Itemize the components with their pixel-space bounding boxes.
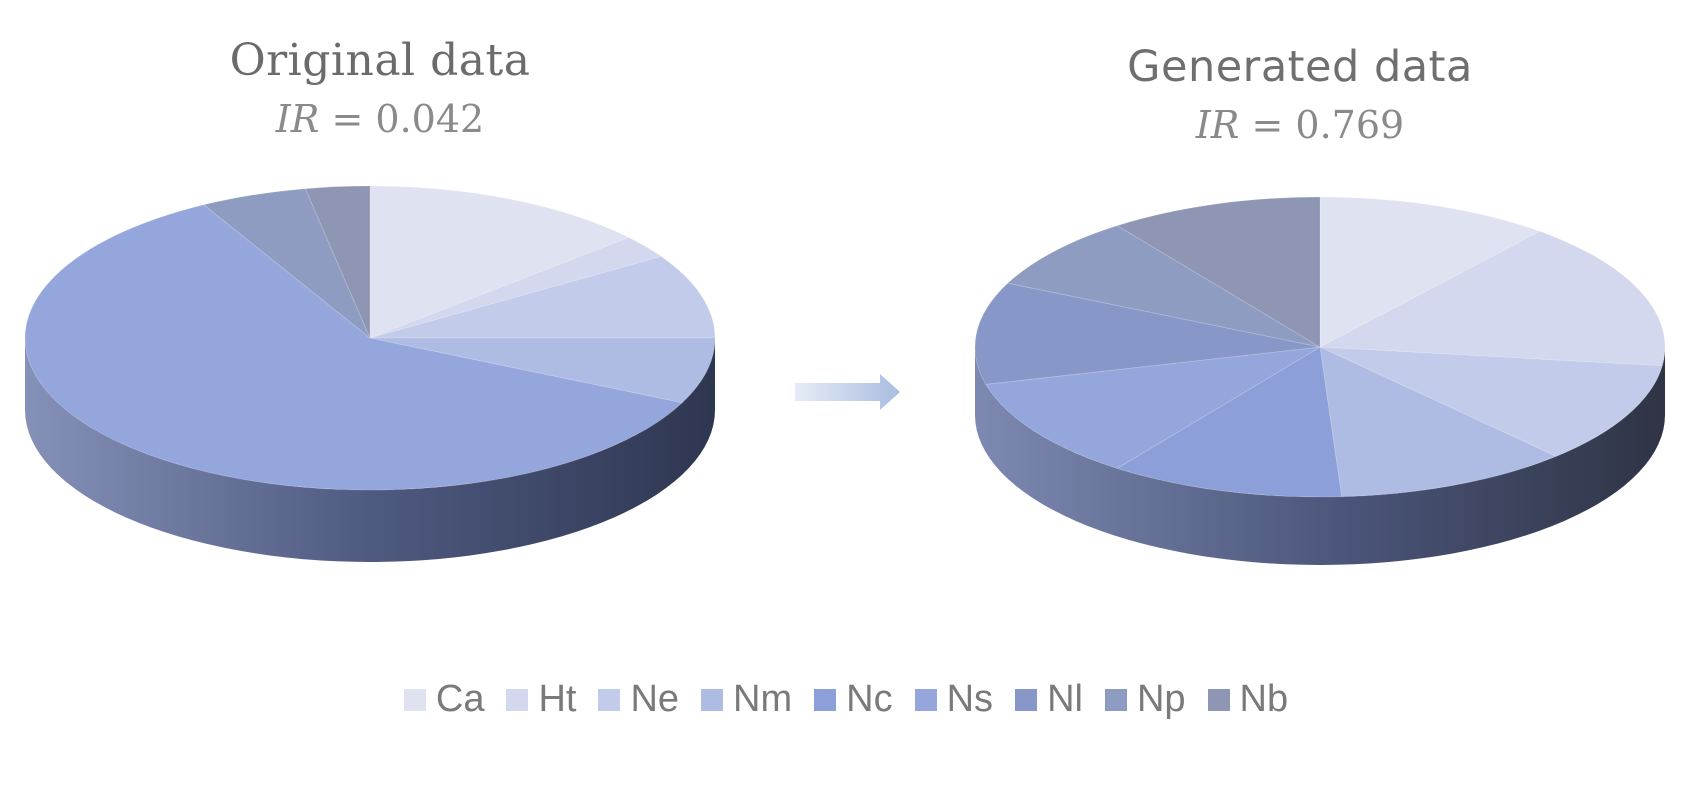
legend-item-nc: Nc <box>814 678 893 721</box>
legend-label: Nc <box>846 678 893 720</box>
legend-label: Nm <box>733 678 793 720</box>
pie-slice-ne <box>1319 346 1663 457</box>
legend-swatch <box>814 688 837 711</box>
equals-sign: = <box>1251 103 1284 147</box>
ir-variable: IR <box>275 97 320 141</box>
pie-slice-ns <box>985 346 1321 469</box>
legend-label: Ne <box>630 678 680 720</box>
pie-slice-np <box>202 188 371 339</box>
pie-slice-nc <box>1115 346 1343 498</box>
pie-slice-ca <box>369 185 631 339</box>
legend-item-np: Np <box>1104 678 1186 721</box>
pie-slice-ht <box>369 236 663 339</box>
pie-side <box>25 338 715 562</box>
chart-title-generated: Generated data <box>1127 42 1473 92</box>
legend-swatch <box>598 688 621 711</box>
pie-generated <box>974 196 1666 565</box>
pie-slice-np <box>1006 225 1321 348</box>
pie-slice-nb <box>304 185 371 339</box>
legend-label: Ca <box>435 678 485 720</box>
pie-slice-ne <box>369 256 716 339</box>
legend-item-ht: Ht <box>506 678 576 721</box>
legend-label: Nb <box>1239 678 1289 720</box>
equals-sign: = <box>331 97 364 141</box>
pie-original <box>24 185 716 562</box>
pie-side <box>975 347 1665 565</box>
legend-item-nb: Nb <box>1207 678 1289 721</box>
chart-subtitle-original: IR = 0.042 <box>80 97 680 141</box>
chart-title-original: Original data <box>229 35 531 86</box>
legend-label: Ht <box>538 678 577 720</box>
pie-slice-ca <box>1319 196 1542 348</box>
legend-item-ne: Ne <box>598 678 679 721</box>
legend-swatch <box>1104 688 1127 711</box>
legend-label: Ns <box>946 678 994 720</box>
legend-swatch <box>914 688 937 711</box>
legend-swatch <box>1207 688 1230 711</box>
legend-item-nl: Nl <box>1015 678 1083 721</box>
pie-slice-ht <box>1318 230 1666 367</box>
ir-variable: IR <box>1195 103 1240 147</box>
pie-slice-nl <box>974 282 1321 385</box>
pie-slice-nb <box>1115 196 1321 348</box>
pie-slice-ns <box>24 204 684 491</box>
legend-swatch <box>403 688 426 711</box>
legend-swatch <box>701 688 724 711</box>
legend-item-ca: Ca <box>403 678 485 721</box>
legend-item-nm: Nm <box>701 678 792 721</box>
pie-slice-nm <box>1319 346 1558 498</box>
legend-label: Nl <box>1047 678 1083 720</box>
ir-value: 0.769 <box>1295 103 1405 147</box>
legend-label: Np <box>1136 678 1186 720</box>
legend-swatch <box>1015 688 1038 711</box>
legend-swatch <box>506 688 529 711</box>
chart-subtitle-generated: IR = 0.769 <box>1000 103 1600 147</box>
ir-value: 0.042 <box>375 97 485 141</box>
chart-legend: Ca Ht Ne Nm Nc Ns Nl Np Nb <box>0 678 1692 721</box>
pie-slice-nm <box>369 337 716 404</box>
right-arrow-icon <box>795 374 900 410</box>
legend-item-ns: Ns <box>914 678 994 721</box>
